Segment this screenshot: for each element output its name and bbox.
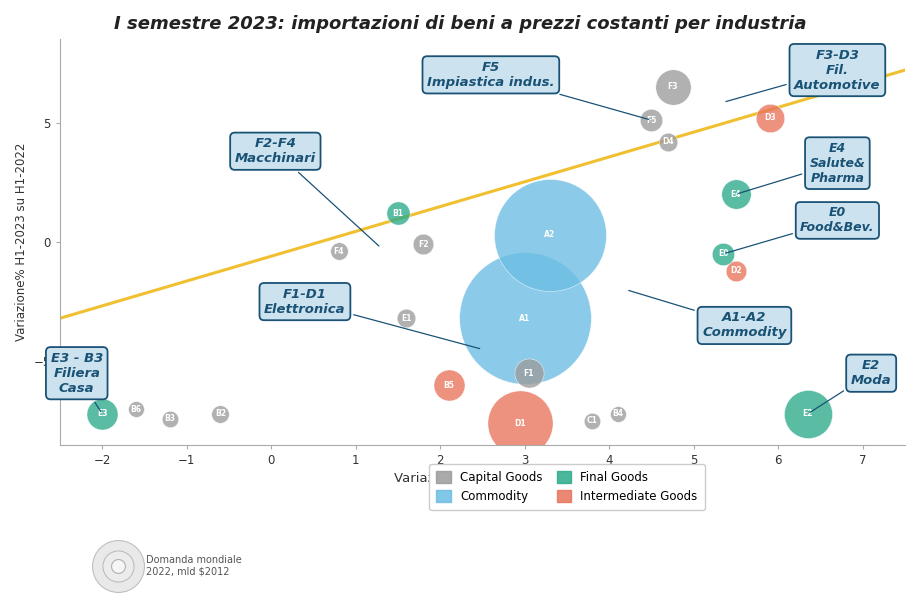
Text: F5: F5 bbox=[645, 116, 656, 124]
Text: E2
Moda: E2 Moda bbox=[810, 359, 891, 412]
Point bbox=[728, 189, 743, 199]
Point bbox=[513, 418, 528, 428]
Point bbox=[715, 249, 730, 258]
Point bbox=[110, 561, 125, 571]
Point bbox=[609, 409, 624, 418]
Text: B2: B2 bbox=[215, 409, 226, 418]
Text: E4: E4 bbox=[730, 190, 741, 199]
Point bbox=[390, 209, 404, 218]
Point bbox=[800, 409, 814, 418]
Point bbox=[213, 409, 228, 418]
Point bbox=[162, 413, 176, 423]
Point bbox=[664, 82, 679, 91]
Text: F3: F3 bbox=[666, 82, 677, 91]
Text: F5
Impiastica indus.: F5 Impiastica indus. bbox=[426, 61, 648, 120]
Text: E4
Salute&
Pharma: E4 Salute& Pharma bbox=[738, 142, 865, 194]
Text: B5: B5 bbox=[443, 380, 454, 389]
Text: D3: D3 bbox=[763, 114, 775, 123]
Text: D4: D4 bbox=[662, 137, 674, 146]
Text: C1: C1 bbox=[586, 416, 597, 426]
Point bbox=[728, 266, 743, 275]
Text: I semestre 2023: importazioni di beni a prezzi costanti per industria: I semestre 2023: importazioni di beni a … bbox=[114, 15, 805, 33]
Text: E0: E0 bbox=[717, 249, 728, 258]
Point bbox=[762, 113, 777, 123]
Point bbox=[441, 380, 456, 390]
Text: E3 - B3
Filiera
Casa: E3 - B3 Filiera Casa bbox=[51, 352, 103, 412]
Text: E2: E2 bbox=[801, 409, 812, 418]
Point bbox=[95, 409, 109, 418]
Text: D1: D1 bbox=[514, 419, 526, 428]
Text: F1-D1
Elettronica: F1-D1 Elettronica bbox=[264, 288, 479, 349]
Point bbox=[643, 115, 658, 125]
Point bbox=[129, 404, 143, 414]
Text: D2: D2 bbox=[730, 266, 741, 275]
Text: A2: A2 bbox=[544, 230, 555, 239]
Legend: Capital Goods, Commodity, Final Goods, Intermediate Goods: Capital Goods, Commodity, Final Goods, I… bbox=[429, 464, 704, 510]
X-axis label: Variazione% 2022 su 2021: Variazione% 2022 su 2021 bbox=[393, 472, 571, 486]
Point bbox=[331, 246, 346, 256]
Text: B4: B4 bbox=[611, 409, 622, 418]
Point bbox=[660, 137, 675, 147]
Text: E0
Food&Bev.: E0 Food&Bev. bbox=[725, 206, 874, 253]
Text: A1-A2
Commodity: A1-A2 Commodity bbox=[628, 290, 786, 340]
Point bbox=[516, 314, 531, 323]
Point bbox=[110, 561, 125, 571]
Y-axis label: Variazione% H1-2023 su H1-2022: Variazione% H1-2023 su H1-2022 bbox=[15, 142, 28, 341]
Point bbox=[110, 561, 125, 571]
Point bbox=[399, 314, 414, 323]
Point bbox=[584, 416, 599, 426]
Text: B3: B3 bbox=[164, 414, 175, 423]
Text: A1: A1 bbox=[518, 314, 529, 323]
Text: F2: F2 bbox=[417, 240, 428, 249]
Text: B1: B1 bbox=[392, 209, 403, 218]
Text: F1: F1 bbox=[523, 368, 534, 377]
Point bbox=[542, 230, 557, 240]
Text: F4: F4 bbox=[333, 247, 344, 256]
Text: Domanda mondiale
2022, mld $2012: Domanda mondiale 2022, mld $2012 bbox=[146, 555, 242, 577]
Point bbox=[521, 368, 536, 378]
Text: B6: B6 bbox=[130, 404, 142, 413]
Text: E3: E3 bbox=[96, 409, 108, 418]
Point bbox=[415, 240, 430, 249]
Text: E1: E1 bbox=[401, 314, 411, 323]
Text: F3-D3
Fil.
Automotive: F3-D3 Fil. Automotive bbox=[725, 49, 879, 102]
Text: F2-F4
Macchinari: F2-F4 Macchinari bbox=[234, 137, 379, 246]
